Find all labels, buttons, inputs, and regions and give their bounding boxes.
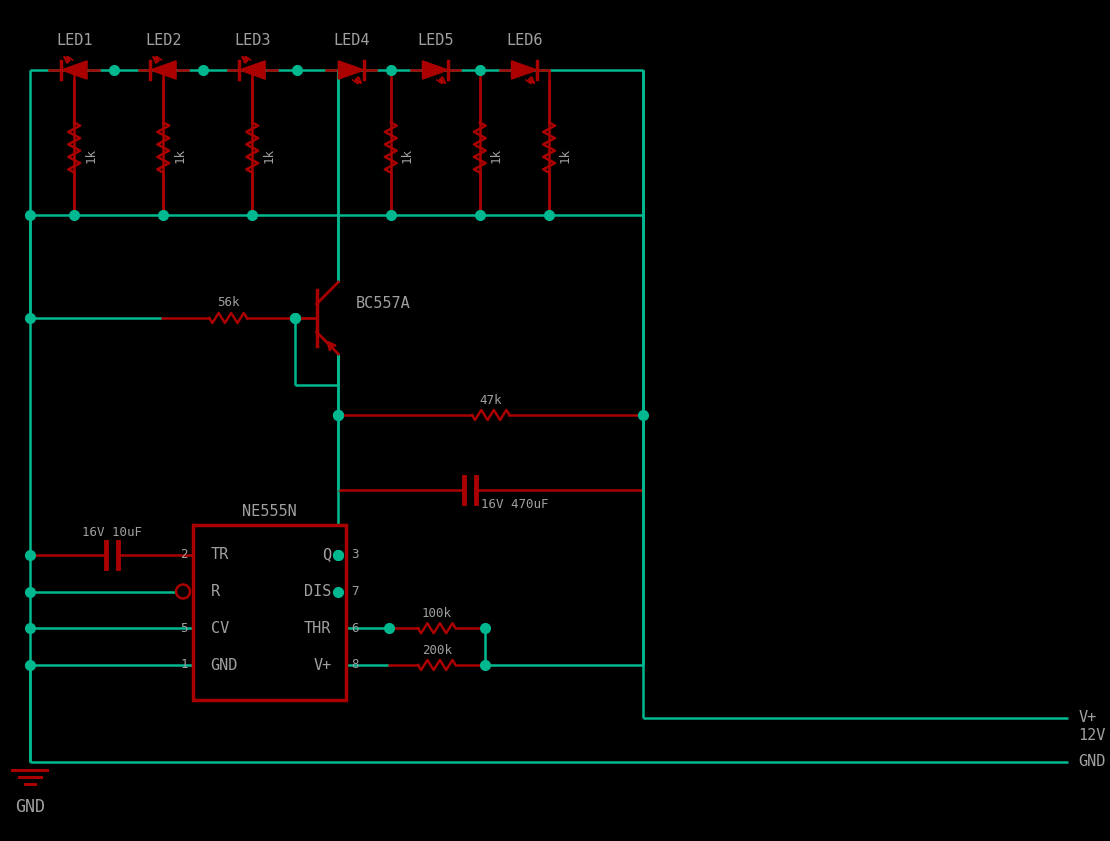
Text: 1k: 1k [84, 148, 97, 163]
Text: Q: Q [322, 547, 332, 563]
Text: DIS: DIS [304, 584, 332, 599]
Text: 1k: 1k [559, 148, 572, 163]
Text: 16V 470uF: 16V 470uF [481, 498, 548, 510]
Text: LED2: LED2 [145, 33, 181, 47]
Text: BC557A: BC557A [356, 295, 411, 310]
Polygon shape [240, 61, 265, 79]
Text: 1k: 1k [262, 148, 275, 163]
Text: 6: 6 [351, 621, 359, 635]
Text: LED6: LED6 [506, 33, 543, 47]
Text: LED1: LED1 [56, 33, 92, 47]
Text: 1k: 1k [490, 148, 503, 163]
Text: 7: 7 [351, 585, 359, 598]
Text: 5: 5 [181, 621, 188, 635]
Text: 2: 2 [181, 548, 188, 561]
Bar [193, 525, 346, 700]
Text: 100k: 100k [422, 606, 452, 620]
Text: 1k: 1k [173, 148, 186, 163]
Text: 8: 8 [351, 659, 359, 671]
Text: LED3: LED3 [234, 33, 271, 47]
Text: 47k: 47k [480, 394, 502, 406]
Text: GND: GND [211, 658, 239, 673]
Text: 16V 10uF: 16V 10uF [82, 526, 142, 539]
Text: 1k: 1k [401, 148, 414, 163]
Text: GND: GND [14, 798, 44, 816]
Text: 4: 4 [181, 585, 188, 598]
Text: LED5: LED5 [417, 33, 454, 47]
Polygon shape [150, 61, 176, 79]
Text: LED4: LED4 [333, 33, 370, 47]
Text: CV: CV [211, 621, 229, 636]
Polygon shape [339, 61, 364, 79]
Text: V+: V+ [313, 658, 332, 673]
Text: 3: 3 [351, 548, 359, 561]
Polygon shape [512, 61, 537, 79]
Text: NE555N: NE555N [242, 504, 297, 519]
Polygon shape [423, 61, 448, 79]
Text: 200k: 200k [422, 643, 452, 657]
Text: THR: THR [304, 621, 332, 636]
Text: V+: V+ [1078, 711, 1097, 726]
Text: 12V: 12V [1078, 728, 1106, 743]
Text: TR: TR [211, 547, 229, 563]
Text: R: R [211, 584, 220, 599]
Circle shape [176, 584, 190, 599]
Text: 1: 1 [181, 659, 188, 671]
Text: 56k: 56k [216, 297, 240, 309]
Polygon shape [61, 61, 87, 79]
Text: GND: GND [1078, 754, 1106, 770]
